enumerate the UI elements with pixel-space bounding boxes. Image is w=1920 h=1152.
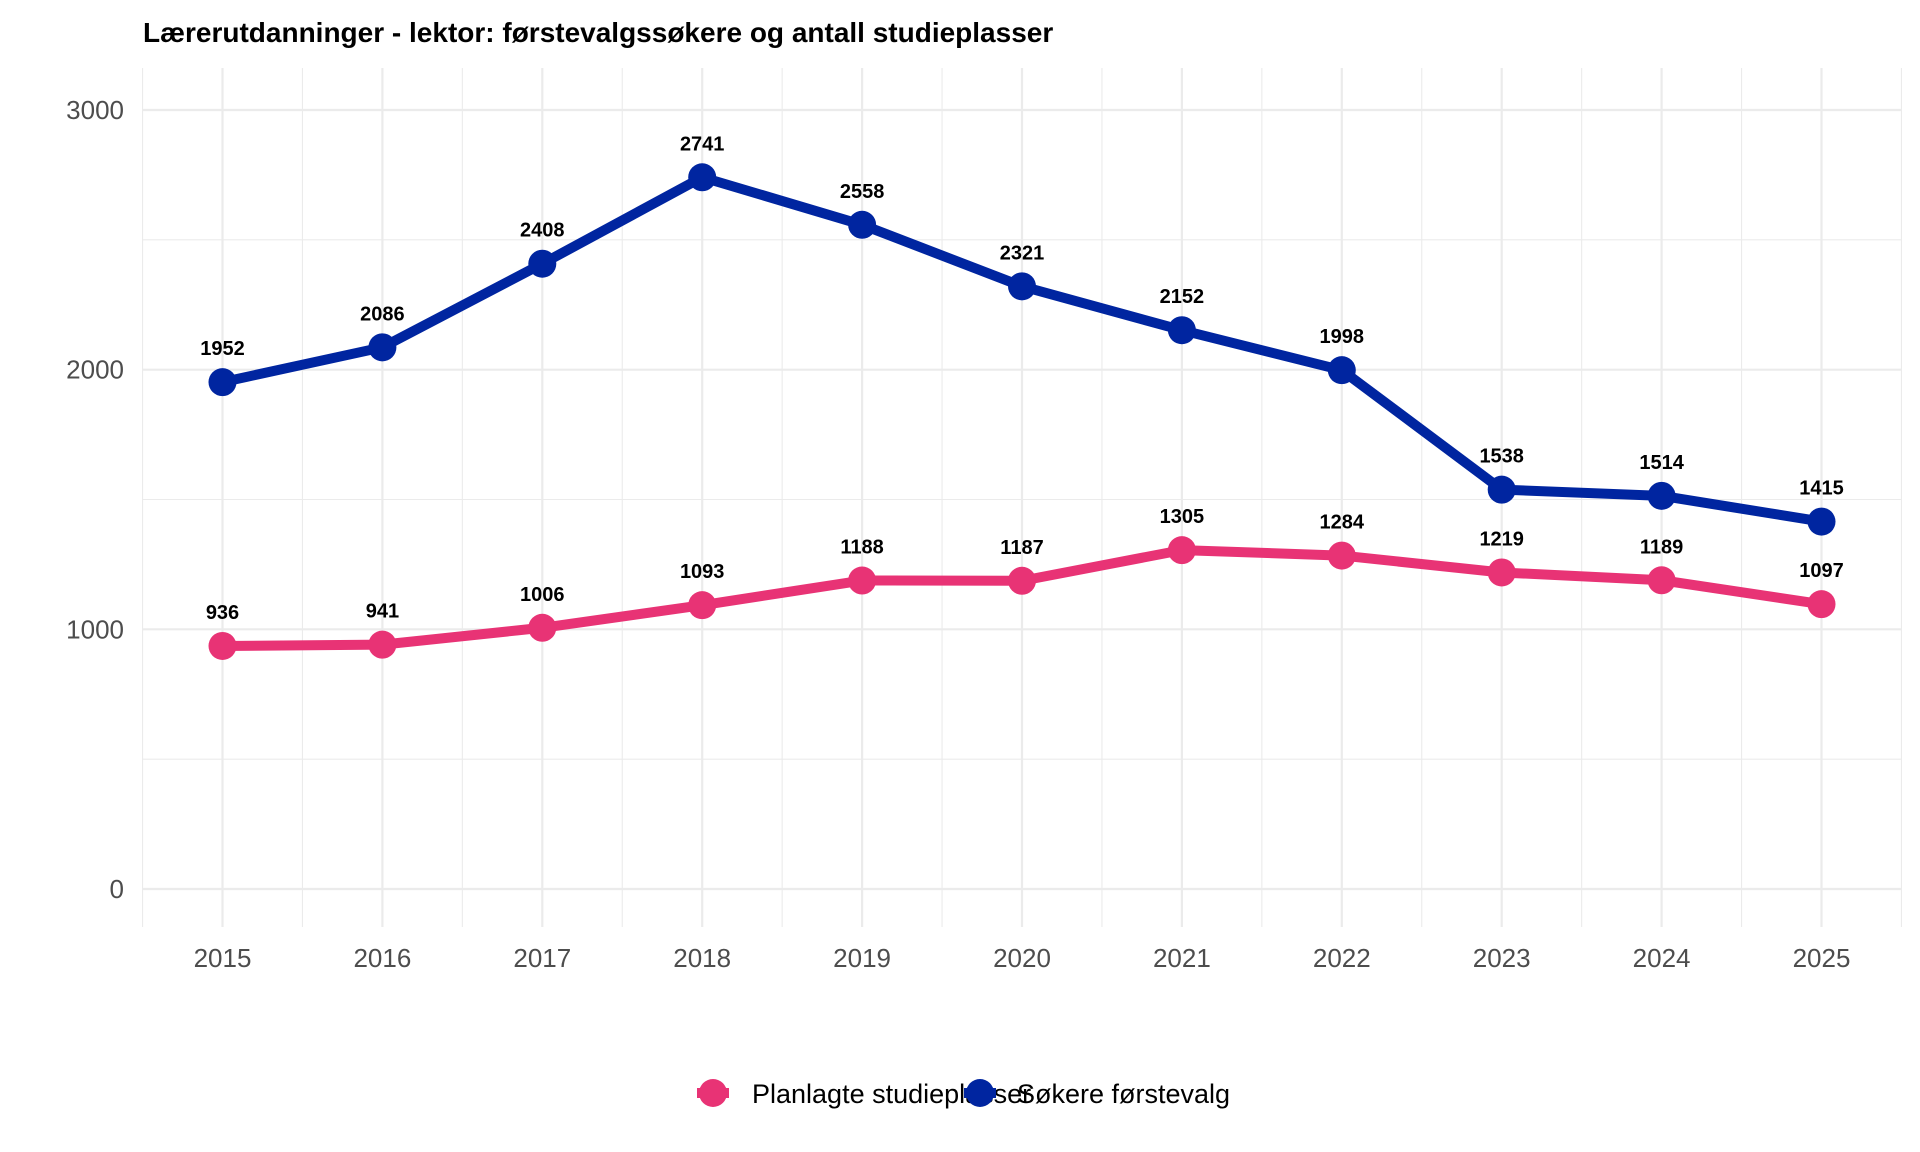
data-point xyxy=(848,566,877,595)
data-point xyxy=(1647,566,1676,595)
data-label: 1284 xyxy=(1320,512,1365,534)
data-label: 1187 xyxy=(1000,537,1043,559)
y-tick-label: 3000 xyxy=(66,95,124,125)
data-labels: 936 941 1006 1093 1188 1187 1305 1284 1219 1189 10… xyxy=(200,133,1844,624)
x-tick-label: 2015 xyxy=(194,943,252,973)
data-label: 1514 xyxy=(1639,452,1684,474)
data-label: 936 xyxy=(206,602,239,624)
chart-title: Lærerutdanninger - lektor: førstevalgssø… xyxy=(143,17,1053,48)
data-label: 1998 xyxy=(1320,326,1365,348)
x-tick-label: 2018 xyxy=(673,943,731,973)
data-point xyxy=(1167,536,1196,565)
data-label: 1538 xyxy=(1479,446,1524,468)
legend-key-marker xyxy=(966,1079,994,1107)
data-point xyxy=(1167,316,1196,345)
data-label: 2321 xyxy=(1000,242,1045,264)
x-tick-label: 2025 xyxy=(1793,943,1851,973)
x-tick-label: 2020 xyxy=(993,943,1051,973)
data-point xyxy=(208,368,237,397)
data-point xyxy=(1807,507,1836,536)
data-point xyxy=(368,333,397,362)
y-tick-label: 2000 xyxy=(66,355,124,385)
data-point xyxy=(1008,272,1036,301)
data-point xyxy=(1327,356,1356,385)
data-point xyxy=(528,613,557,642)
x-tick-label: 2016 xyxy=(353,943,411,973)
legend-key-marker xyxy=(699,1079,727,1107)
y-axis-tick-labels: 0 1000 2000 3000 xyxy=(66,95,124,904)
x-tick-label: 2022 xyxy=(1313,943,1371,973)
y-tick-label: 0 xyxy=(110,874,124,904)
data-point xyxy=(1807,590,1836,619)
x-tick-label: 2023 xyxy=(1473,943,1531,973)
x-tick-label: 2024 xyxy=(1633,943,1691,973)
data-point xyxy=(208,631,237,660)
data-label: 2086 xyxy=(360,303,405,325)
data-label: 941 xyxy=(366,601,399,623)
data-label: 1952 xyxy=(200,338,245,360)
data-label: 1093 xyxy=(680,561,725,583)
data-label: 1188 xyxy=(840,537,883,559)
series-layer xyxy=(208,163,1836,660)
x-axis-tick-labels: 2015 2016 2017 2018 2019 2020 2021 2022 2023 2024… xyxy=(194,943,1851,973)
x-tick-label: 2019 xyxy=(833,943,891,973)
data-point xyxy=(1008,566,1036,595)
legend-label: Søkere førstevalg xyxy=(1017,1079,1230,1109)
data-point xyxy=(528,249,557,278)
data-label: 1189 xyxy=(1640,536,1683,558)
data-label: 2152 xyxy=(1160,286,1205,308)
data-point xyxy=(1487,558,1516,587)
x-tick-label: 2021 xyxy=(1153,943,1211,973)
data-point xyxy=(848,210,877,239)
data-label: 1006 xyxy=(520,584,565,606)
data-label: 2408 xyxy=(520,220,565,242)
data-point xyxy=(1647,481,1676,510)
data-point xyxy=(1487,475,1516,504)
data-label: 1305 xyxy=(1160,506,1205,528)
data-point xyxy=(368,630,397,659)
y-tick-label: 1000 xyxy=(66,614,124,644)
data-point xyxy=(688,591,717,620)
data-label: 1219 xyxy=(1479,528,1524,550)
data-label: 2558 xyxy=(840,181,885,203)
data-label: 1415 xyxy=(1799,478,1844,500)
data-point xyxy=(1327,541,1356,570)
x-tick-label: 2017 xyxy=(513,943,571,973)
data-label: 1097 xyxy=(1799,560,1844,582)
data-label: 2741 xyxy=(680,133,725,155)
data-point xyxy=(688,163,717,192)
